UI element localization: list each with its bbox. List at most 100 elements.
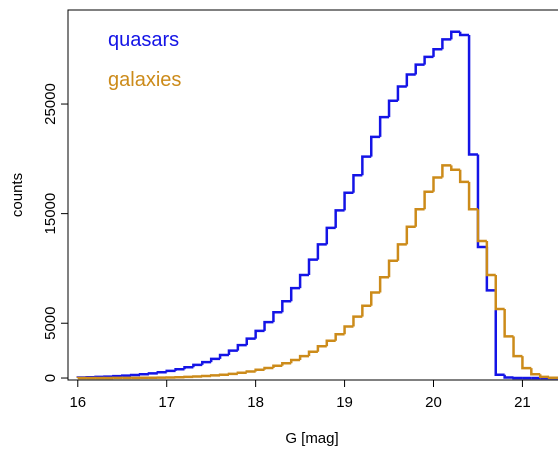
histogram-step [273,312,282,322]
histogram-step [256,331,265,339]
histogram-step [389,101,398,117]
histogram-step [265,368,274,370]
histogram-step [362,306,371,317]
histogram-step [149,373,158,374]
y-tick-label: 25000 [42,83,59,125]
histogram-step [522,356,531,368]
x-tick-label: 19 [336,394,353,411]
histogram-step [416,209,425,227]
y-axis-label: counts [9,173,26,217]
histogram-step [158,372,167,373]
histogram-step [496,290,505,374]
histogram-step [345,327,354,335]
y-tick-label: 0 [42,374,59,382]
y-tick-label: 5000 [42,307,59,340]
histogram-step [487,247,496,290]
histogram-step [549,377,558,378]
histogram-step [425,57,434,65]
x-tick-label: 21 [514,394,531,411]
x-axis-label: G [mag] [285,430,338,447]
histogram-step [433,177,442,191]
histogram-step [131,375,140,376]
histogram-step [273,366,282,368]
histogram-step [291,360,300,363]
histogram-step [202,362,211,365]
y-tick-label: 15000 [42,193,59,235]
histogram-step [380,277,389,292]
histogram-step [380,117,389,137]
x-tick-label: 18 [247,394,264,411]
histogram-step [478,154,487,247]
histogram-step [122,376,131,377]
histogram-step [478,209,487,241]
histogram-step [247,371,256,372]
histogram-step [140,374,149,375]
histogram-step [238,373,247,374]
plot-frame [68,10,558,380]
histogram-step [487,241,496,275]
histogram-step [469,35,478,154]
histogram-step [300,356,309,360]
histogram-step [353,175,362,193]
histogram-step [505,375,514,378]
histogram-step [318,346,327,351]
histogram-step [389,261,398,277]
histogram-step [309,352,318,356]
histogram-step [220,355,229,359]
histogram-step [309,260,318,275]
histogram-step [496,275,505,309]
histogram-step [291,288,300,301]
histogram-step [318,244,327,259]
x-tick-label: 16 [69,394,86,411]
histogram-step [265,322,274,331]
histogram-step [229,351,238,355]
histogram-step [247,339,256,346]
histogram-step [460,32,469,35]
histogram-step [407,227,416,245]
histogram-step [451,165,460,169]
histogram-step [425,192,434,210]
histogram-step [505,309,514,336]
histogram-step [353,317,362,327]
histogram-step [176,369,185,371]
histogram-step [514,377,523,378]
histogram-step [433,49,442,57]
histogram-step [407,74,416,86]
histogram-step [220,375,229,376]
histogram-step [327,341,336,346]
histogram-step [229,374,238,375]
histogram-step [469,182,478,209]
histogram-step [416,65,425,75]
histogram-step [211,359,220,362]
histogram-step [398,244,407,260]
x-tick-label: 20 [425,394,442,411]
legend-label: galaxies [108,69,181,91]
legend-label: quasars [108,29,179,51]
histogram-step [442,39,451,49]
histogram-step [193,365,202,367]
histogram-step [398,86,407,100]
histogram-step [362,157,371,176]
histogram-step [531,368,540,374]
histogram-step [336,210,345,228]
histogram-step [451,32,460,40]
histogram-step [514,336,523,356]
histogram-step [442,165,451,177]
x-tick-label: 17 [158,394,175,411]
histogram-step [238,345,247,350]
histogram-step [167,371,176,372]
histogram-step [371,293,380,306]
histogram-step [371,137,380,157]
histogram-step [184,367,193,369]
histogram-step [327,228,336,244]
histogram-step [460,170,469,182]
histogram-step [256,370,265,372]
histogram-step [211,375,220,376]
histogram-step [282,301,291,312]
histogram-step [282,363,291,366]
histogram-step [345,193,354,211]
histogram-step [336,334,345,341]
histogram-step [540,374,549,377]
